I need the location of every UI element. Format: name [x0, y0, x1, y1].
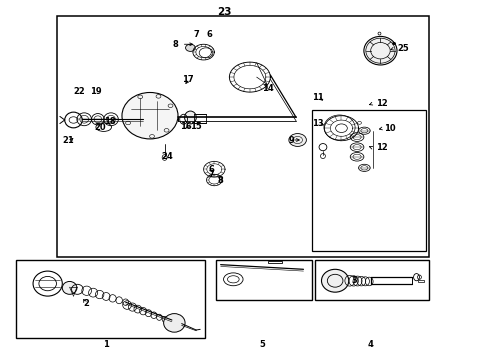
Text: 5: 5	[259, 340, 265, 349]
Text: 1: 1	[103, 340, 109, 349]
Text: 10: 10	[384, 124, 396, 133]
Ellipse shape	[364, 36, 397, 65]
Text: 7: 7	[194, 30, 199, 39]
Text: 8: 8	[218, 176, 223, 185]
Text: 6: 6	[207, 30, 213, 39]
Text: 22: 22	[74, 87, 85, 96]
Text: 13: 13	[312, 119, 324, 128]
Text: 12: 12	[375, 143, 387, 152]
Text: 6: 6	[209, 165, 215, 174]
Text: 24: 24	[161, 152, 173, 161]
Text: 15: 15	[191, 122, 202, 131]
Text: 23: 23	[217, 7, 231, 17]
Text: 14: 14	[262, 84, 273, 93]
Text: 19: 19	[90, 87, 101, 96]
Ellipse shape	[164, 314, 185, 332]
Text: 3: 3	[351, 276, 357, 285]
Ellipse shape	[122, 93, 178, 139]
Text: 2: 2	[84, 299, 90, 308]
Ellipse shape	[62, 282, 77, 294]
Text: 20: 20	[95, 123, 106, 132]
Text: 25: 25	[397, 44, 409, 53]
Ellipse shape	[185, 111, 196, 124]
Text: 4: 4	[368, 340, 374, 349]
Text: 9: 9	[289, 136, 294, 145]
Text: 11: 11	[312, 93, 324, 102]
Text: 18: 18	[104, 117, 115, 126]
Text: 21: 21	[63, 136, 74, 145]
Text: 12: 12	[375, 99, 387, 108]
Ellipse shape	[289, 134, 306, 147]
Text: 7: 7	[209, 170, 215, 179]
Ellipse shape	[186, 44, 196, 51]
Ellipse shape	[321, 269, 349, 292]
Text: 17: 17	[182, 75, 194, 84]
Text: 16: 16	[180, 122, 192, 131]
Text: 8: 8	[173, 40, 179, 49]
